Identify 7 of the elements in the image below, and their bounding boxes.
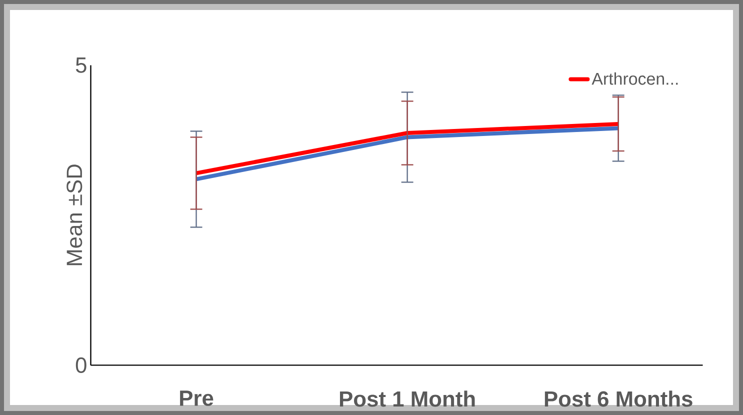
y-tick-label: 5 (76, 58, 86, 73)
y-axis-title: Mean ±SD (66, 164, 82, 266)
x-tick-label: Pre (180, 390, 214, 406)
x-tick-label: Post 1 Month (340, 390, 475, 407)
y-tick-label: 0 (76, 357, 86, 373)
x-tick-label: Post 6 Months (544, 390, 692, 407)
legend-label: Arthrocen... (592, 72, 678, 85)
